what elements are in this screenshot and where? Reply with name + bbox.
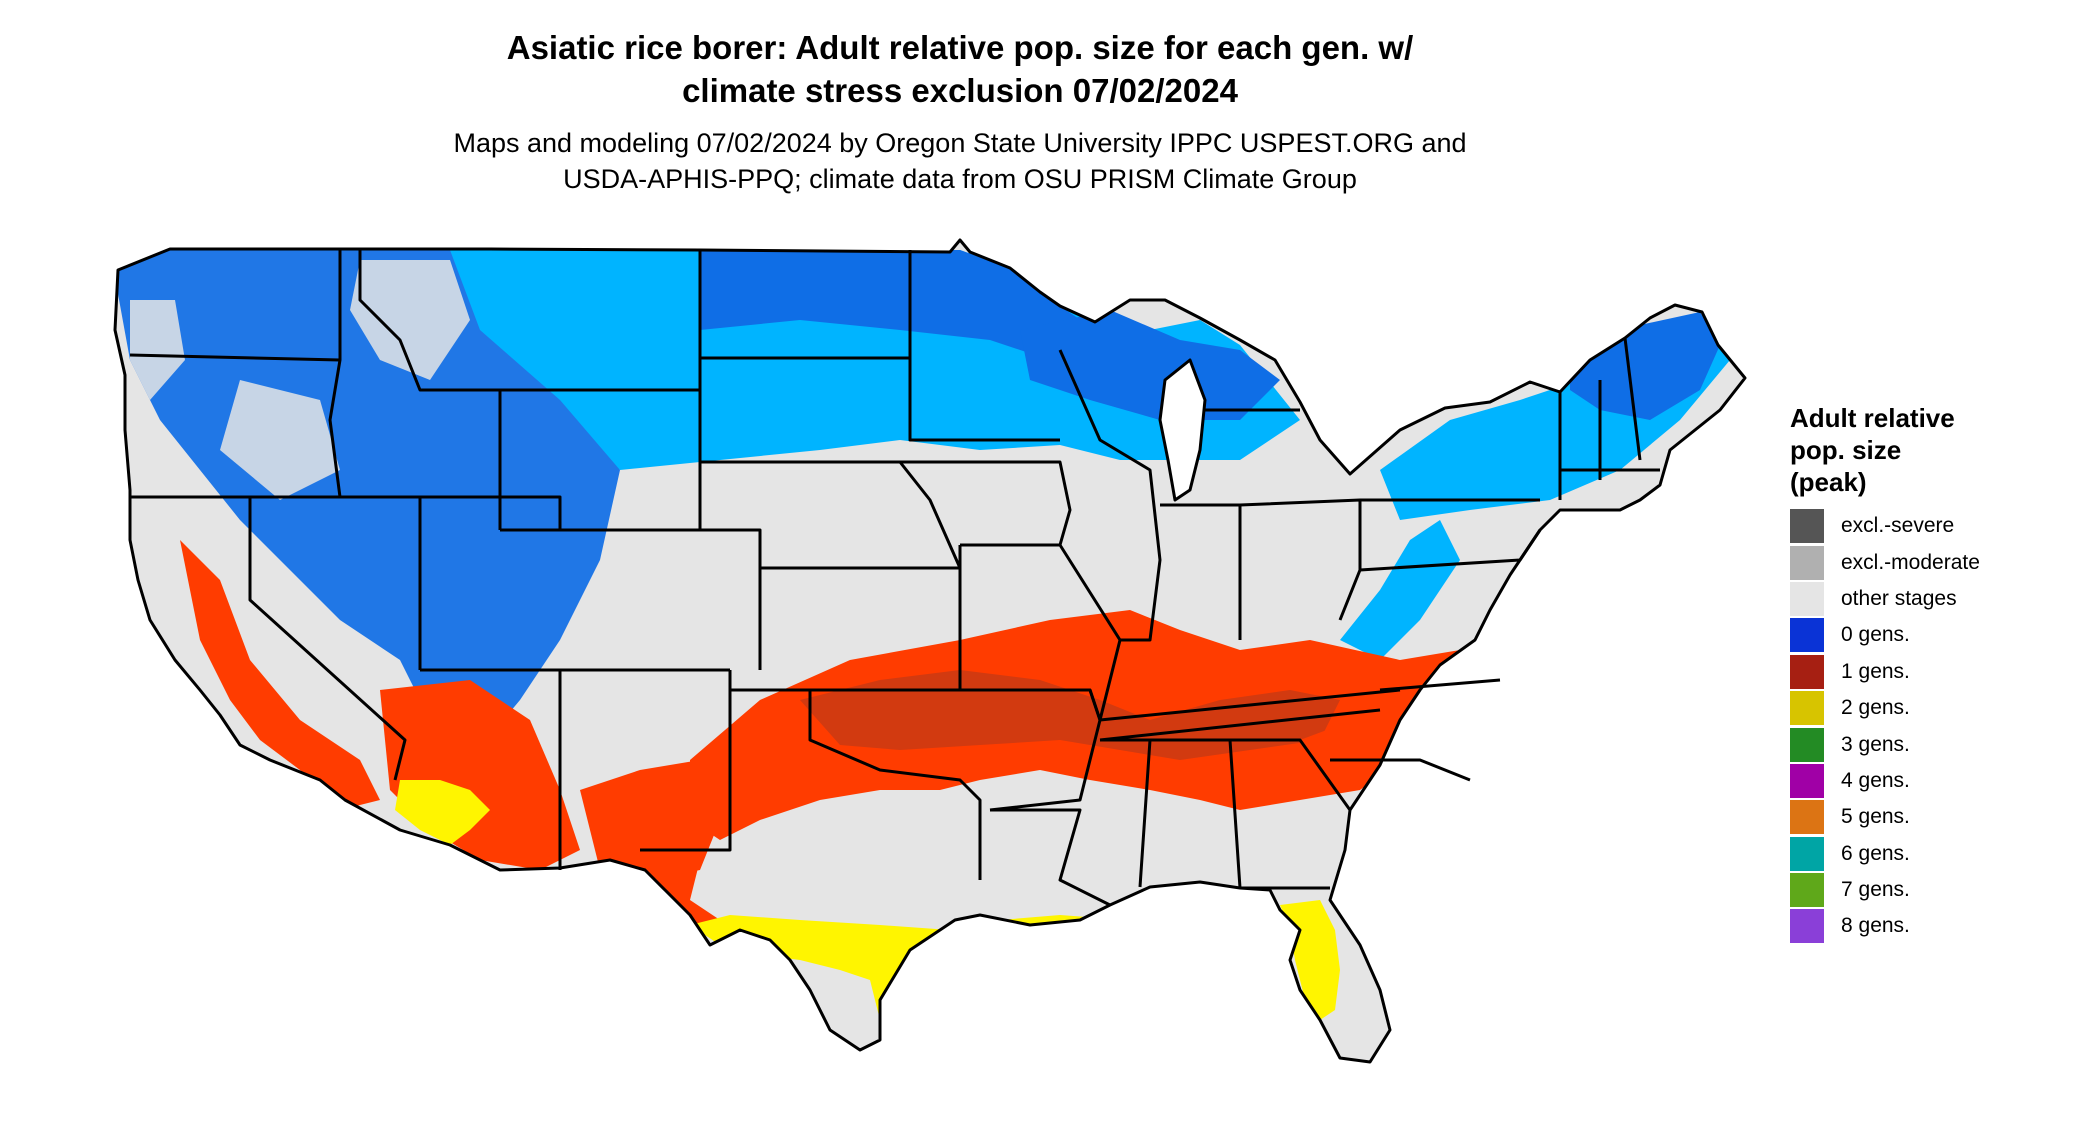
legend-item: 6 gens. [1790, 836, 2070, 872]
map-title-line-2: climate stress exclusion 07/02/2024 [682, 72, 1238, 109]
legend-label: 8 gens. [1841, 914, 1910, 938]
legend-item: excl.-severe [1790, 508, 2070, 544]
map-subtitle-line-1: Maps and modeling 07/02/2024 by Oregon S… [453, 128, 1467, 158]
map-title-line-1: Asiatic rice borer: Adult relative pop. … [506, 29, 1414, 66]
legend-swatch [1790, 581, 1824, 616]
region-gray-west-3 [130, 300, 185, 400]
legend-label: 3 gens. [1841, 732, 1910, 756]
legend-item: 5 gens. [1790, 799, 2070, 835]
legend-label: 1 gens. [1841, 659, 1910, 683]
legend-swatch [1790, 836, 1824, 871]
region-blue-appalachian [1340, 520, 1460, 660]
region-blue-west [115, 250, 620, 760]
legend-label: other stages [1841, 586, 1957, 610]
map-subtitle: Maps and modeling 07/02/2024 by Oregon S… [300, 125, 1620, 197]
region-blue-northeast-dark [1570, 312, 1720, 420]
legend-swatch [1790, 873, 1824, 908]
legend-swatch [1790, 800, 1824, 835]
legend-title-line-1: Adult relative [1790, 403, 1955, 433]
state-borders [113, 238, 1747, 1064]
legend-swatch [1790, 545, 1824, 580]
legend-label: 6 gens. [1841, 841, 1910, 865]
legend-swatch [1790, 691, 1824, 726]
legend-item: 4 gens. [1790, 763, 2070, 799]
legend-item: 0 gens. [1790, 617, 2070, 653]
legend-title-line-3: (peak) [1790, 467, 1867, 497]
map-color-regions [115, 250, 1730, 1062]
legend-label: 0 gens. [1841, 623, 1910, 647]
legend-title: Adult relative pop. size (peak) [1790, 402, 2070, 498]
legend-item: other stages [1790, 581, 2070, 617]
region-blue-lakes-dark [1020, 310, 1280, 420]
legend-swatch [1790, 509, 1824, 544]
legend-swatch [1790, 618, 1824, 653]
legend-item: 7 gens. [1790, 872, 2070, 908]
region-green-keys [1330, 1060, 1375, 1062]
legend-title-line-2: pop. size [1790, 435, 1902, 465]
lake-michigan [1158, 358, 1207, 502]
legend-label: excl.-moderate [1841, 550, 1980, 574]
region-red-california [180, 540, 380, 810]
us-outline [113, 238, 1747, 1064]
legend-item: excl.-moderate [1790, 544, 2070, 580]
legend-swatch [1790, 763, 1824, 798]
region-red-south-dark [800, 670, 1340, 760]
legend-label: 7 gens. [1841, 878, 1910, 902]
legend-label: 4 gens. [1841, 768, 1910, 792]
legend-item: 3 gens. [1790, 726, 2070, 762]
region-blue-north-dark [700, 250, 1110, 360]
legend-label: 2 gens. [1841, 696, 1910, 720]
region-gray-west-1 [350, 260, 470, 380]
legend-swatch [1790, 727, 1824, 762]
map-subtitle-line-2: USDA-APHIS-PPQ; climate data from OSU PR… [563, 164, 1357, 194]
legend-item: 8 gens. [1790, 908, 2070, 944]
map-legend: Adult relative pop. size (peak) excl.-se… [1790, 402, 2070, 945]
legend-item: 1 gens. [1790, 654, 2070, 690]
map-title: Asiatic rice borer: Adult relative pop. … [300, 26, 1620, 112]
region-yellow-southwest [395, 780, 490, 845]
legend-swatch [1790, 909, 1824, 944]
region-gray-west-2 [220, 380, 340, 500]
legend-items: excl.-severe excl.-moderate other stages 0 … [1790, 508, 2070, 945]
legend-item: 2 gens. [1790, 690, 2070, 726]
legend-label: 5 gens. [1841, 805, 1910, 829]
legend-swatch [1790, 654, 1824, 689]
legend-label: excl.-severe [1841, 514, 1955, 538]
